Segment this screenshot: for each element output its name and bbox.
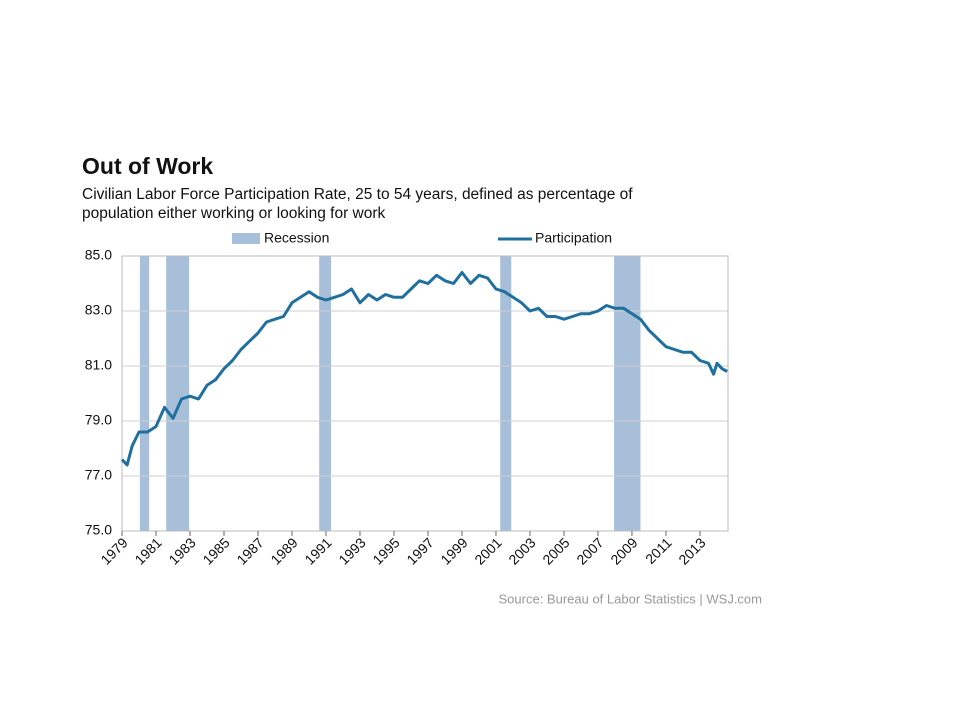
x-tick-label: 1997 bbox=[403, 534, 436, 567]
y-tick-label: 85.0 bbox=[85, 247, 112, 263]
legend-swatch bbox=[232, 233, 260, 244]
x-tick-label: 1985 bbox=[199, 534, 232, 567]
x-tick-label: 1993 bbox=[335, 534, 368, 567]
y-tick-label: 79.0 bbox=[85, 412, 112, 428]
recession-band bbox=[614, 256, 641, 531]
chart-title: Out of Work bbox=[82, 153, 213, 179]
chart-subtitle: Civilian Labor Force Participation Rate,… bbox=[82, 186, 633, 203]
y-tick-label: 75.0 bbox=[85, 522, 112, 538]
y-tick-label: 83.0 bbox=[85, 302, 112, 318]
y-tick-label: 81.0 bbox=[85, 357, 112, 373]
recession-band bbox=[500, 256, 512, 531]
legend-label: Recession bbox=[264, 230, 329, 246]
x-tick-label: 2009 bbox=[607, 534, 640, 567]
legend-label: Participation bbox=[535, 230, 612, 246]
x-tick-label: 1995 bbox=[369, 534, 402, 567]
x-tick-label: 1979 bbox=[97, 534, 130, 567]
x-tick-label: 1989 bbox=[267, 534, 300, 567]
x-tick-label: 1991 bbox=[301, 534, 334, 567]
source: Source: Bureau of Labor Statistics | WSJ… bbox=[499, 591, 763, 606]
recession-band bbox=[319, 256, 332, 531]
x-tick-label: 1999 bbox=[437, 534, 470, 567]
x-tick-label: 1987 bbox=[233, 534, 266, 567]
recession-band bbox=[166, 256, 190, 531]
recession-band bbox=[139, 256, 150, 531]
x-tick-label: 1981 bbox=[131, 534, 164, 567]
x-tick-label: 2001 bbox=[471, 534, 504, 567]
plot-frame bbox=[121, 255, 729, 532]
x-tick-label: 1983 bbox=[165, 534, 198, 567]
participation-line bbox=[120, 271, 728, 467]
x-tick-label: 2007 bbox=[573, 534, 606, 567]
y-tick-label: 77.0 bbox=[85, 467, 112, 483]
x-tick-label: 2011 bbox=[642, 534, 675, 567]
chart-subtitle: population either working or looking for… bbox=[82, 205, 386, 222]
x-tick-label: 2013 bbox=[675, 534, 708, 567]
x-tick-label: 2005 bbox=[539, 534, 572, 567]
x-tick-label: 2003 bbox=[505, 534, 538, 567]
